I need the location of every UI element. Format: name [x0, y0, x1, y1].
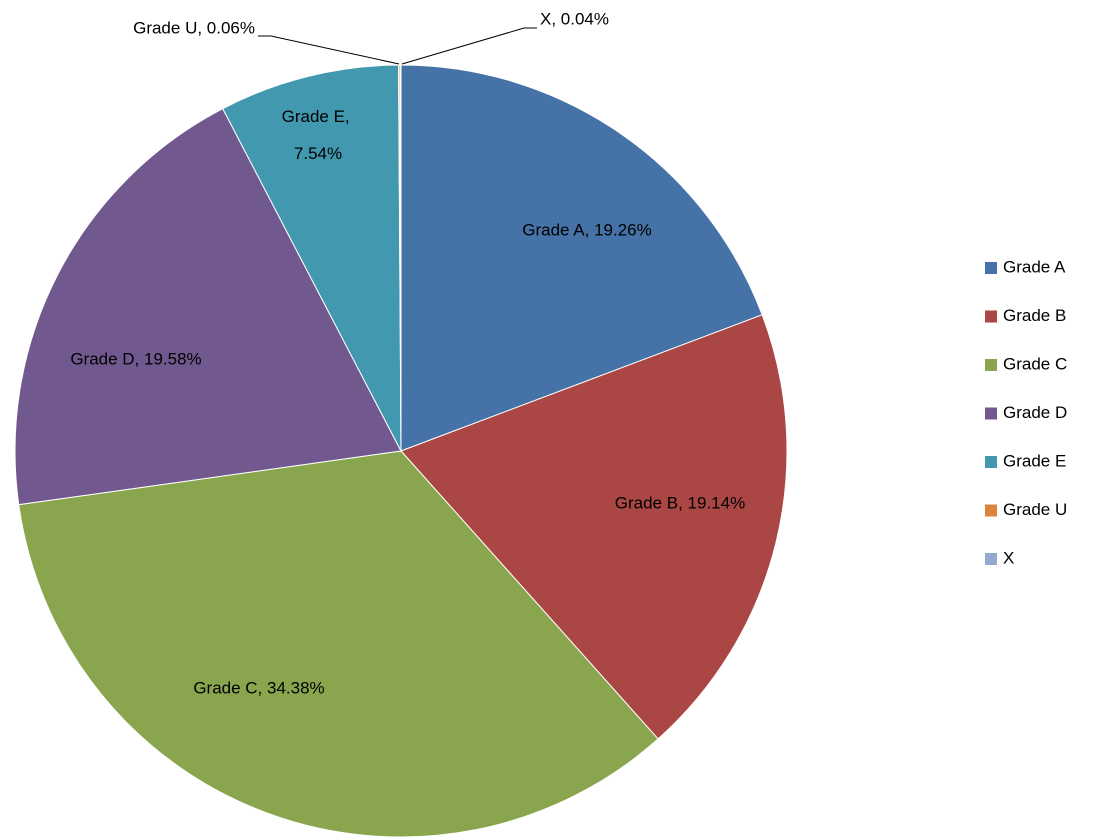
legend-label: Grade C [1003, 354, 1067, 373]
data-label: Grade A, 19.26% [522, 220, 651, 239]
legend-swatch [985, 456, 997, 468]
data-label: Grade U, 0.06% [133, 18, 255, 37]
legend-swatch [985, 262, 997, 274]
pie-slice [400, 314, 788, 740]
legend-swatch [985, 553, 997, 565]
pie-slice [18, 450, 659, 838]
legend-label: Grade B [1003, 306, 1066, 325]
legend-label: Grade U [1003, 500, 1067, 519]
legend-label: Grade E [1003, 451, 1066, 470]
legend-swatch [985, 310, 997, 323]
legend-label: X [1003, 548, 1014, 567]
pie-slice [400, 64, 763, 452]
legend-swatch [985, 504, 997, 517]
data-label: Grade B, 19.14% [615, 493, 745, 512]
legend-label: Grade A [1003, 257, 1066, 276]
data-label: Grade E, 7.54% [282, 107, 355, 163]
leader-line [258, 35, 400, 65]
pie-slice [14, 107, 402, 506]
legend-swatch [985, 407, 997, 420]
data-label: Grade C, 34.38% [193, 678, 324, 697]
legend-swatch [985, 359, 997, 371]
pie-slice [222, 64, 402, 452]
pie-slice [399, 64, 402, 452]
leader-line [401, 27, 537, 65]
legend-label: Grade D [1003, 403, 1067, 422]
data-label: Grade D, 19.58% [70, 349, 201, 368]
data-label: X, 0.04% [540, 9, 609, 28]
